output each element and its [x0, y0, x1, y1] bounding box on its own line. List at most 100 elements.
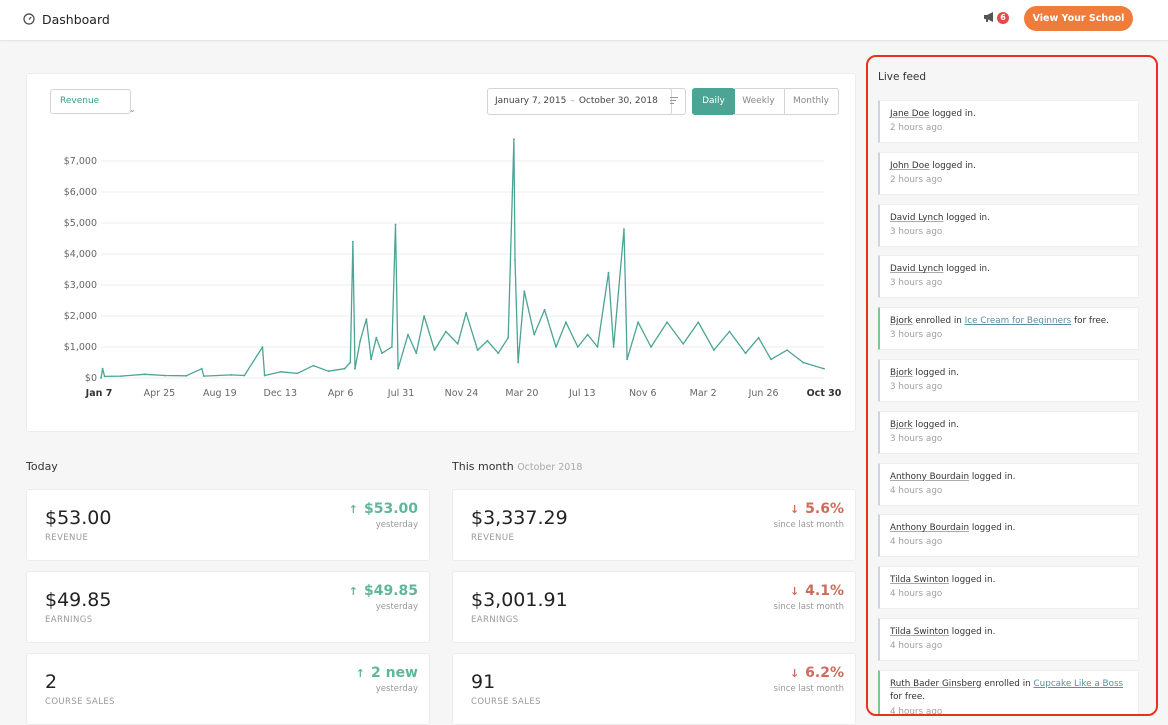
data-point [507, 336, 510, 339]
feed-text: Bjork logged in. [890, 419, 1130, 432]
data-point [185, 374, 188, 377]
data-point [143, 373, 146, 376]
x-tick-label: Jul 13 [568, 388, 596, 399]
data-point [103, 375, 106, 378]
feed-action: logged in. [929, 109, 976, 119]
gauge-icon [23, 13, 35, 25]
data-point [164, 374, 166, 377]
feed-timestamp: 3 hours ago [890, 330, 943, 341]
data-point [261, 346, 264, 348]
data-point [476, 349, 479, 351]
feed-course-link[interactable]: Cupcake Like a Boss [1033, 678, 1124, 689]
view-school-button[interactable]: View Your School [1024, 6, 1133, 31]
arrow-up-icon: ↑ [348, 503, 358, 516]
feed-user-link[interactable]: Bjork [890, 419, 913, 430]
data-point [523, 290, 526, 293]
data-point [263, 374, 266, 377]
feed-user-link[interactable]: Bjork [890, 368, 913, 378]
stat-change-caption: since last month [773, 602, 844, 612]
data-point [243, 374, 246, 377]
data-point [391, 346, 393, 348]
data-point [497, 352, 500, 355]
data-point [486, 339, 489, 342]
feed-timestamp: 3 hours ago [890, 382, 943, 392]
stat-change-value: $49.85 [363, 583, 418, 599]
date-separator: – [570, 96, 575, 106]
feed-timestamp: 4 hours ago [890, 706, 943, 716]
feed-text: Tilda Swinton logged in. [890, 626, 1130, 639]
feed-item: Anthony Bourdain logged in. 4 hours ago [878, 514, 1139, 558]
feed-user-link[interactable]: David Lynch [890, 264, 944, 275]
feed-suffix: for free. [1071, 316, 1110, 327]
data-point [352, 240, 354, 243]
data-point [349, 361, 352, 364]
feed-timestamp: 4 hours ago [890, 589, 943, 600]
x-tick-label: Nov 24 [445, 388, 479, 399]
feed-user-link[interactable]: Anthony Bourdain [890, 523, 970, 534]
period-monthly-button[interactable]: Monthly [784, 88, 839, 115]
feed-item: John Doe logged in. 2 hours ago [878, 151, 1139, 195]
x-tick-label: Oct 30 [807, 388, 842, 399]
data-point [394, 223, 397, 226]
y-tick-label: $5,000 [64, 218, 97, 229]
month-subheading: October 2018 [517, 462, 583, 473]
x-tick-label: Apr 25 [144, 388, 176, 399]
feed-timestamp: 2 hours ago [890, 174, 943, 185]
stat-card: 91 COURSE SALES ↓ 6.2% since last month [452, 653, 856, 725]
date-range-input[interactable]: January 7, 2015– October 30, 2018 [487, 88, 672, 115]
period-daily-button[interactable]: Daily [692, 88, 735, 115]
feed-timestamp: 3 hours ago [890, 433, 943, 444]
period-weekly-button[interactable]: Weekly [733, 88, 785, 115]
feed-user-link[interactable]: Anthony Bourdain [890, 471, 970, 482]
data-point [445, 330, 447, 333]
data-point [637, 321, 639, 324]
data-point [433, 349, 436, 351]
y-tick-label: $6,000 [64, 187, 97, 198]
data-point [200, 367, 203, 370]
data-point [343, 367, 346, 370]
date-to: October 30, 2018 [578, 96, 658, 106]
feed-user-link[interactable]: John Doe [890, 160, 930, 171]
notification-badge[interactable]: 6 [997, 12, 1009, 24]
feed-user-link[interactable]: Tilda Swinton [890, 627, 949, 637]
feed-text: John Doe logged in. [890, 160, 1130, 173]
stat-value: $3,337.29 [471, 507, 568, 529]
live-feed-title: Live feed [878, 71, 927, 83]
feed-user-link[interactable]: David Lynch [890, 212, 944, 223]
data-point [513, 138, 515, 141]
feed-user-link[interactable]: Tilda Swinton [890, 575, 949, 586]
top-bar: Dashboard 6 View Your School [0, 0, 1168, 41]
data-point [757, 336, 760, 339]
data-point [802, 361, 805, 364]
feed-text: David Lynch logged in. [890, 263, 1130, 276]
feed-course-link[interactable]: Ice Cream for Beginners [964, 316, 1072, 327]
x-tick-label: Mar 20 [505, 388, 538, 399]
data-point [407, 333, 409, 336]
y-tick-label: $4,000 [64, 249, 97, 260]
data-point [565, 321, 567, 324]
feed-item: Anthony Bourdain logged in. 4 hours ago [878, 462, 1139, 506]
arrow-down-icon: ↓ [789, 585, 800, 598]
feed-item: Tilda Swinton logged in. 4 hours ago [878, 618, 1139, 661]
data-point [312, 364, 315, 367]
feed-item: Ruth Bader Ginsberg enrolled in Cupcake … [878, 669, 1139, 716]
chevron-down-icon: ⌄ [129, 105, 136, 114]
megaphone-icon[interactable] [983, 11, 997, 23]
data-point [230, 374, 233, 376]
today-heading: Today [26, 460, 58, 473]
feed-item: David Lynch logged in. 3 hours ago [878, 203, 1139, 247]
feed-user-link[interactable]: Bjork [890, 316, 913, 327]
data-point [623, 228, 625, 231]
data-point [120, 375, 123, 377]
stat-change-value: 5.6% [805, 501, 844, 517]
feed-item: Tilda Swinton logged in. 4 hours ago [878, 566, 1139, 610]
month-heading: This month October 2018 [452, 460, 582, 473]
feed-text: Ruth Bader Ginsberg enrolled in Cupcake … [890, 678, 1130, 704]
menu-lines-icon[interactable] [664, 88, 686, 115]
metric-select[interactable]: Revenue ⌄ [50, 89, 136, 114]
stat-change: ↓ 5.6% [790, 501, 844, 517]
feed-user-link[interactable]: Jane Doe [890, 109, 930, 119]
feed-text: Bjork enrolled in Ice Cream for Beginner… [890, 315, 1130, 328]
data-point [596, 346, 599, 348]
feed-user-link[interactable]: Ruth Bader Ginsberg [890, 678, 982, 689]
